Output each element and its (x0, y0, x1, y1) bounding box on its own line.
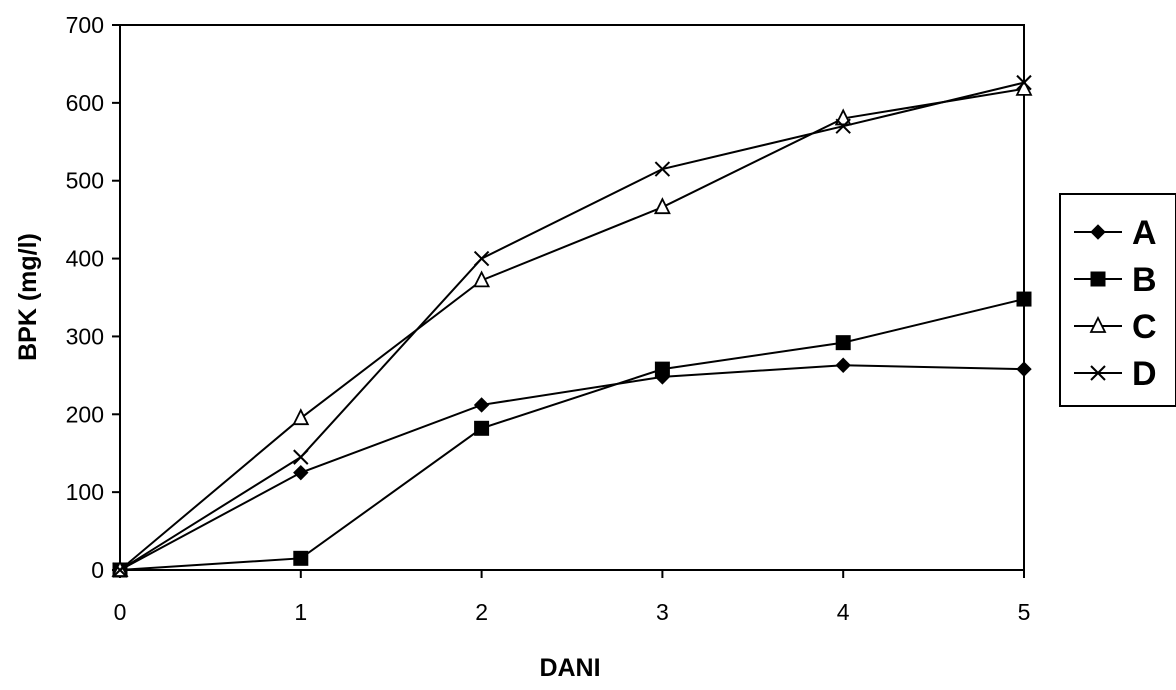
x-tick-label: 0 (114, 599, 127, 625)
legend-box (1059, 193, 1176, 407)
cross-stroke (473, 250, 490, 267)
legend-item-d: D (1074, 355, 1157, 393)
legend-label-b: B (1132, 261, 1157, 299)
series-line-d (119, 81, 1025, 571)
data-point-c (834, 108, 852, 126)
y-tick-label: 600 (66, 90, 104, 116)
y-tick-label: 100 (66, 479, 104, 505)
data-point-b (474, 420, 490, 436)
data-point-a (473, 397, 490, 413)
legend-label-a: A (1132, 214, 1157, 252)
y-tick-label: 700 (66, 12, 104, 38)
series-b (112, 291, 1032, 578)
x-tick-label: 5 (1018, 599, 1031, 625)
data-point-c (292, 408, 310, 426)
series-a (112, 357, 1032, 578)
legend-item-b: B (1074, 261, 1157, 299)
legend-marker-a (1090, 224, 1106, 240)
plot-area-frame (119, 24, 1025, 571)
data-point-d (293, 449, 309, 465)
series-layer (111, 74, 1033, 578)
data-point-c (653, 197, 671, 215)
series-line-c (119, 87, 1025, 571)
cross-stroke (112, 562, 128, 578)
legend-marker-c (1089, 315, 1107, 333)
cross-stroke (835, 118, 851, 134)
series-c (111, 78, 1033, 577)
y-tick-label: 0 (91, 557, 104, 583)
y-tick-label: 400 (66, 246, 104, 272)
tick-labels: 0 100 200 300 400 500 600 700 0 1 2 3 4 5 (66, 12, 1031, 625)
legend-label-c: C (1132, 308, 1157, 346)
data-point-b (654, 361, 670, 377)
data-point-b (1016, 291, 1032, 307)
data-point-d (473, 250, 490, 267)
data-point-b (835, 335, 851, 351)
series-line-a (119, 364, 1025, 571)
legend-marker-b (1090, 271, 1106, 287)
x-tick-label: 1 (294, 599, 307, 625)
y-axis-title: BPK (mg/l) (14, 233, 42, 361)
data-point-a (293, 464, 309, 481)
data-point-d (654, 161, 671, 177)
data-point-a (835, 357, 851, 373)
legend-item-a: A (1074, 214, 1157, 252)
y-tick-label: 300 (66, 323, 104, 349)
x-axis-title: DANI (539, 654, 600, 682)
legend-marker-d (1090, 365, 1106, 381)
x-tick-label: 2 (475, 599, 488, 625)
cross-stroke (654, 161, 671, 177)
cross-stroke (293, 449, 309, 465)
series-line-b (119, 298, 1025, 571)
y-tick-label: 200 (66, 401, 104, 427)
legend-label-d: D (1132, 355, 1157, 393)
cross-stroke (1016, 74, 1032, 91)
data-point-d (1016, 74, 1032, 91)
y-tick-label: 500 (66, 168, 104, 194)
data-point-a (1016, 361, 1032, 377)
x-tick-label: 3 (656, 599, 669, 625)
axes (112, 24, 1025, 578)
data-point-d (835, 118, 851, 134)
legend-item-c: C (1074, 308, 1157, 346)
cross-stroke (1090, 365, 1106, 381)
data-point-c (473, 270, 491, 288)
data-point-d (112, 562, 128, 578)
series-d (112, 74, 1032, 578)
data-point-c (1015, 78, 1033, 96)
x-tick-label: 4 (837, 599, 850, 625)
data-point-b (293, 550, 309, 566)
